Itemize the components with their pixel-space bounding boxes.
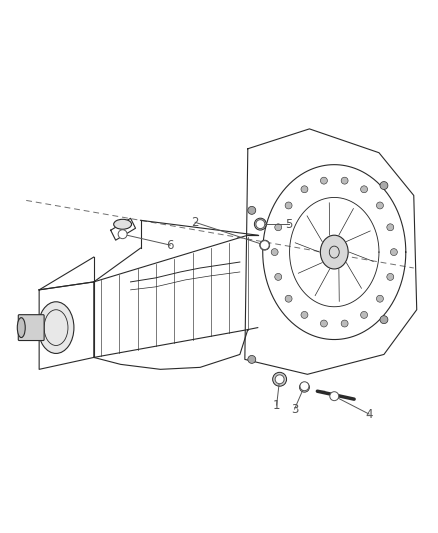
Text: 5: 5 [285, 217, 292, 231]
FancyBboxPatch shape [18, 314, 44, 341]
Circle shape [300, 382, 309, 392]
Circle shape [301, 186, 308, 193]
Text: 3: 3 [291, 402, 298, 416]
Circle shape [390, 248, 397, 255]
Circle shape [248, 356, 256, 364]
Circle shape [260, 241, 269, 249]
Circle shape [341, 177, 348, 184]
Circle shape [360, 311, 367, 318]
Circle shape [256, 220, 265, 229]
Circle shape [376, 202, 383, 209]
Circle shape [118, 230, 127, 239]
Circle shape [321, 320, 327, 327]
Circle shape [341, 320, 348, 327]
Circle shape [285, 202, 292, 209]
Ellipse shape [114, 219, 131, 229]
Circle shape [321, 177, 327, 184]
Text: 1: 1 [273, 399, 280, 411]
Ellipse shape [320, 235, 348, 269]
Circle shape [387, 273, 394, 280]
Circle shape [275, 224, 282, 231]
Circle shape [387, 224, 394, 231]
Circle shape [300, 382, 309, 391]
Circle shape [301, 311, 308, 318]
Text: 6: 6 [166, 239, 174, 252]
Circle shape [380, 182, 388, 190]
Text: 4: 4 [365, 408, 373, 421]
Circle shape [275, 375, 284, 384]
Circle shape [248, 206, 256, 214]
Circle shape [285, 295, 292, 302]
Circle shape [271, 248, 278, 255]
Text: 2: 2 [191, 216, 199, 229]
Circle shape [260, 240, 270, 250]
Circle shape [275, 273, 282, 280]
Circle shape [330, 392, 339, 401]
Ellipse shape [38, 302, 74, 353]
Circle shape [273, 373, 286, 386]
Circle shape [376, 295, 383, 302]
Ellipse shape [17, 318, 25, 337]
Circle shape [254, 218, 266, 230]
Circle shape [360, 186, 367, 193]
Circle shape [380, 316, 388, 324]
